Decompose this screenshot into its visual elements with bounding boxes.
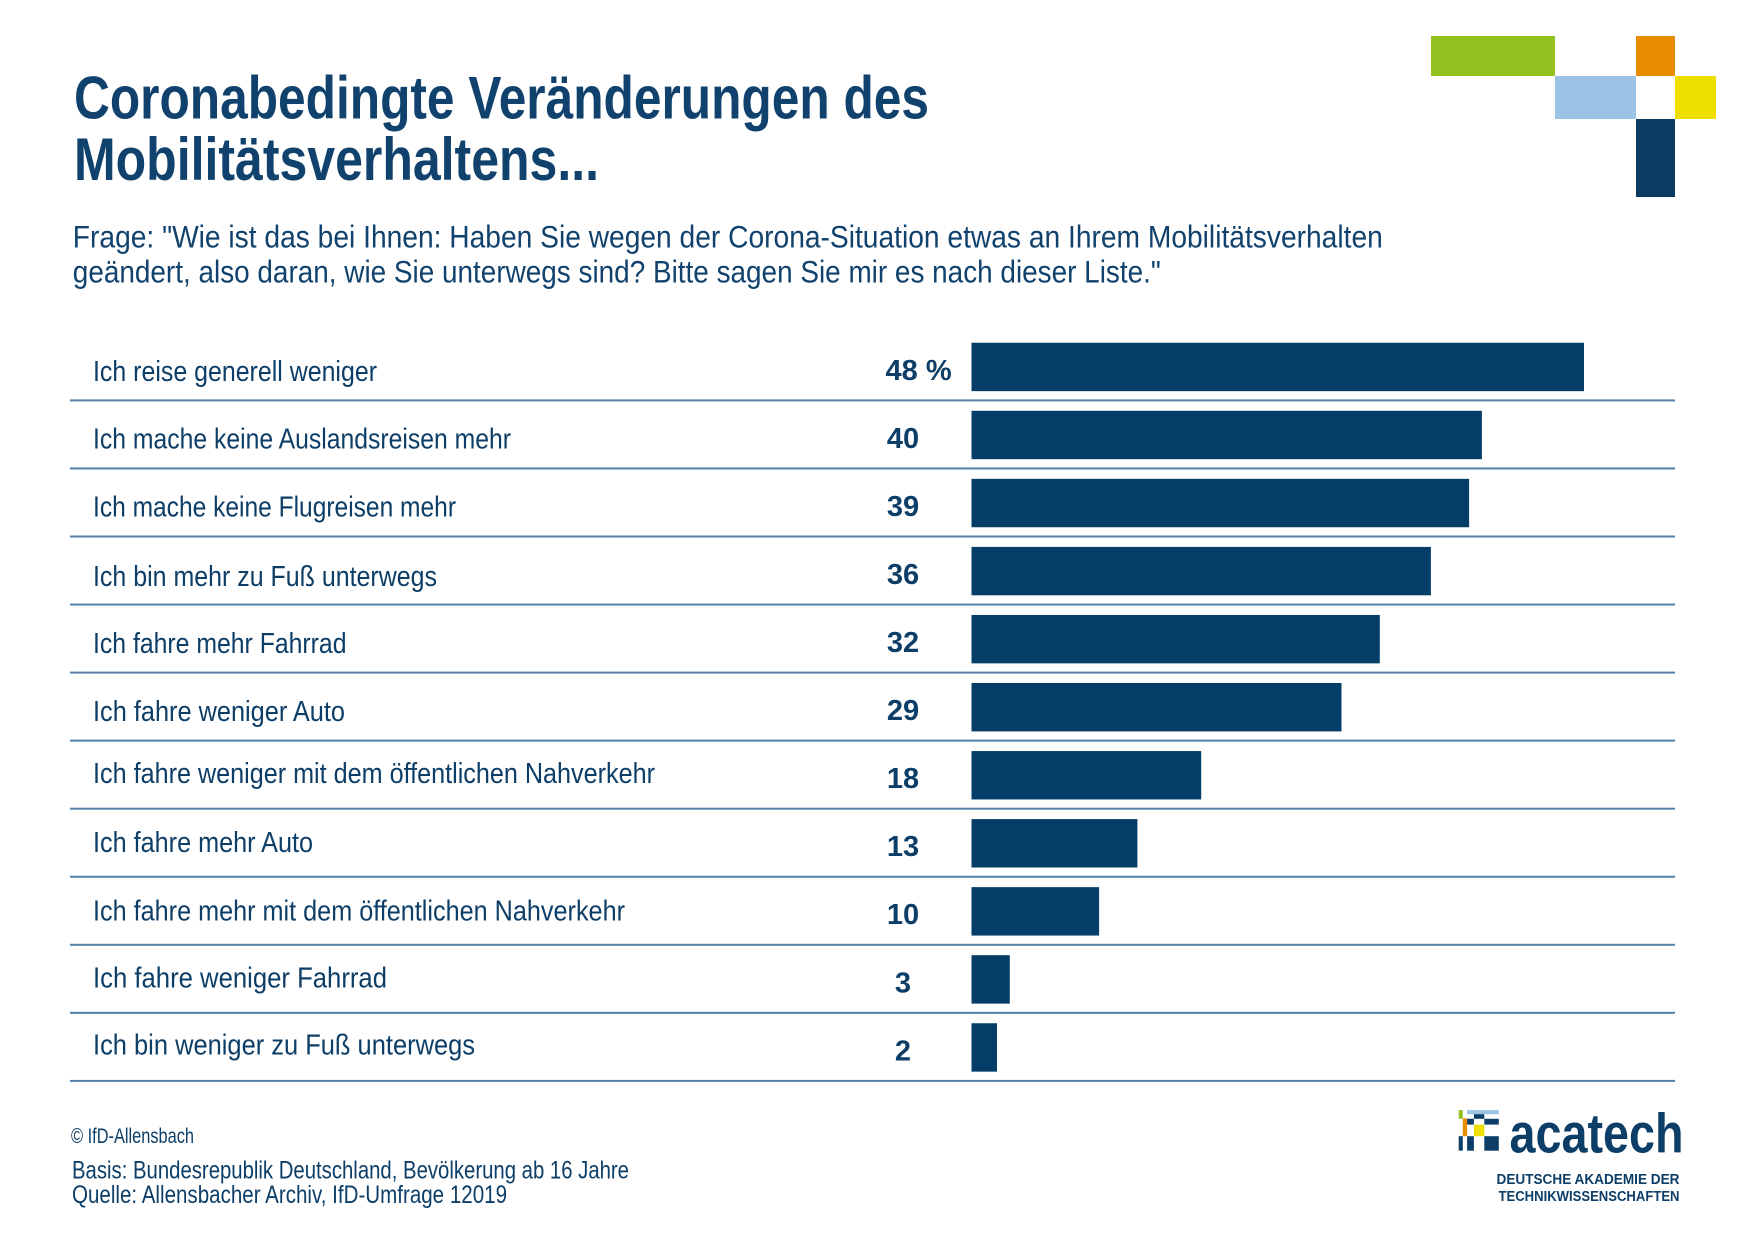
svg-text:TECHNIKWISSENSCHAFTEN: TECHNIKWISSENSCHAFTEN	[1499, 1188, 1680, 1205]
svg-text:Ich fahre weniger Fahrrad: Ich fahre weniger Fahrrad	[93, 962, 387, 994]
svg-text:29: 29	[887, 695, 919, 727]
svg-text:Basis: Bundesrepublik Deutschl: Basis: Bundesrepublik Deutschland, Bevöl…	[72, 1157, 629, 1185]
svg-text:Ich fahre weniger Auto: Ich fahre weniger Auto	[93, 696, 345, 728]
svg-text:Ich reise generell weniger: Ich reise generell weniger	[93, 356, 377, 388]
svg-text:© IfD-Allensbach: © IfD-Allensbach	[71, 1125, 194, 1148]
svg-text:Ich fahre mehr Auto: Ich fahre mehr Auto	[93, 827, 313, 859]
svg-text:acatech: acatech	[1510, 1102, 1684, 1165]
svg-text:Mobilitätsverhaltens...: Mobilitätsverhaltens...	[74, 125, 599, 193]
svg-text:Ich mache keine Flugreisen meh: Ich mache keine Flugreisen mehr	[93, 492, 456, 524]
svg-text:Ich fahre weniger mit dem öffe: Ich fahre weniger mit dem öffentlichen N…	[93, 758, 655, 790]
svg-text:40: 40	[887, 423, 919, 455]
svg-text:13: 13	[887, 831, 919, 863]
svg-text:2: 2	[895, 1035, 911, 1067]
svg-text:Ich fahre mehr Fahrrad: Ich fahre mehr Fahrrad	[93, 628, 347, 660]
svg-text:39: 39	[887, 491, 919, 523]
svg-text:Ich mache keine Auslandsreisen: Ich mache keine Auslandsreisen mehr	[93, 423, 511, 455]
svg-text:Coronabedingte Veränderungen d: Coronabedingte Veränderungen des	[74, 64, 929, 132]
svg-text:32: 32	[887, 627, 919, 659]
svg-text:DEUTSCHE AKADEMIE DER: DEUTSCHE AKADEMIE DER	[1497, 1171, 1680, 1188]
svg-text:48 %: 48 %	[886, 355, 952, 387]
svg-text:Ich bin weniger zu Fuß unterwe: Ich bin weniger zu Fuß unterwegs	[93, 1029, 475, 1061]
svg-text:Frage: "Wie ist das bei Ihnen:: Frage: "Wie ist das bei Ihnen: Haben Sie…	[73, 219, 1383, 255]
svg-text:36: 36	[887, 559, 919, 591]
svg-text:10: 10	[887, 899, 919, 931]
svg-text:Ich bin mehr zu Fuß unterwegs: Ich bin mehr zu Fuß unterwegs	[93, 561, 437, 593]
svg-text:18: 18	[887, 763, 919, 795]
svg-text:Ich fahre mehr mit dem öffentl: Ich fahre mehr mit dem öffentlichen Nahv…	[93, 896, 625, 928]
svg-text:3: 3	[895, 967, 911, 999]
svg-text:Quelle: Allensbacher Archiv, I: Quelle: Allensbacher Archiv, IfD-Umfrage…	[72, 1181, 507, 1209]
svg-text:geändert, also daran, wie Sie: geändert, also daran, wie Sie unterwegs …	[73, 254, 1161, 290]
